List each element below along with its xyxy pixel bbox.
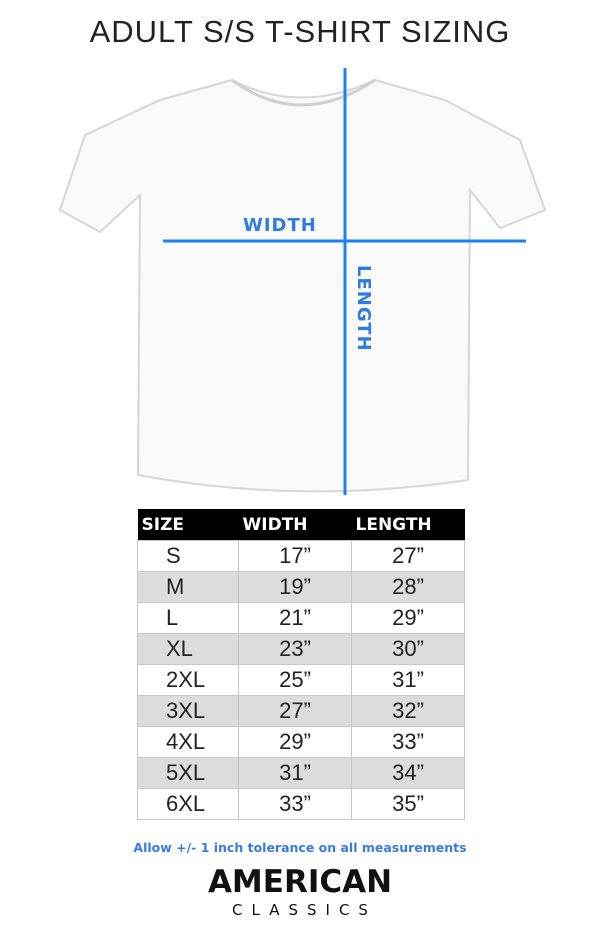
- cell-length: 27”: [351, 540, 465, 572]
- table-row: L 21” 29”: [137, 602, 465, 634]
- cell-width: 33”: [238, 788, 352, 820]
- cell-length: 34”: [351, 757, 465, 789]
- page-title: ADULT S/S T-SHIRT SIZING: [89, 14, 511, 49]
- table-row: S 17” 27”: [137, 540, 465, 572]
- cell-size: 4XL: [137, 726, 239, 758]
- cell-length: 33”: [351, 726, 465, 758]
- t-shirt-diagram: [58, 68, 547, 495]
- table-row: 2XL 25” 31”: [137, 664, 465, 696]
- header-size: SIZE: [137, 509, 239, 541]
- cell-size: XL: [137, 633, 239, 665]
- cell-width: 31”: [238, 757, 352, 789]
- cell-size: 2XL: [137, 664, 239, 696]
- cell-size: 3XL: [137, 695, 239, 727]
- brand-line1: AMERICAN: [207, 864, 393, 900]
- tolerance-note: Allow +/- 1 inch tolerance on all measur…: [133, 840, 467, 855]
- t-shirt-collar: [231, 78, 376, 107]
- cell-width: 29”: [238, 726, 352, 758]
- cell-width: 19”: [238, 571, 352, 603]
- cell-width: 23”: [238, 633, 352, 665]
- cell-size: M: [137, 571, 239, 603]
- size-table: SIZE WIDTH LENGTH S 17” 27” M 19” 28” L 21” 29” X…: [137, 509, 465, 820]
- cell-length: 29”: [351, 602, 465, 634]
- cell-length: 30”: [351, 633, 465, 665]
- table-row: 5XL 31” 34”: [137, 757, 465, 789]
- table-row: 6XL 33” 35”: [137, 788, 465, 820]
- header-width: WIDTH: [238, 509, 352, 541]
- cell-width: 17”: [238, 540, 352, 572]
- table-row: 3XL 27” 32”: [137, 695, 465, 727]
- table-row: 4XL 29” 33”: [137, 726, 465, 758]
- cell-length: 32”: [351, 695, 465, 727]
- cell-width: 21”: [238, 602, 352, 634]
- header-length: LENGTH: [351, 509, 465, 541]
- brand-line2: CLASSICS: [232, 901, 377, 919]
- cell-length: 35”: [351, 788, 465, 820]
- table-row: XL 23” 30”: [137, 633, 465, 665]
- t-shirt-image: [58, 78, 547, 493]
- size-table-body: S 17” 27” M 19” 28” L 21” 29” XL 23” 30” 2XL 25” 31” 3X…: [137, 540, 465, 820]
- cell-size: 6XL: [137, 788, 239, 820]
- cell-size: 5XL: [137, 757, 239, 789]
- width-label: WIDTH: [243, 215, 317, 236]
- cell-length: 28”: [351, 571, 465, 603]
- cell-width: 27”: [238, 695, 352, 727]
- table-header: SIZE WIDTH LENGTH: [137, 509, 465, 541]
- cell-size: L: [137, 602, 239, 634]
- cell-length: 31”: [351, 664, 465, 696]
- cell-size: S: [137, 540, 239, 572]
- length-label: LENGTH: [353, 265, 374, 352]
- table-row: M 19” 28”: [137, 571, 465, 603]
- cell-width: 25”: [238, 664, 352, 696]
